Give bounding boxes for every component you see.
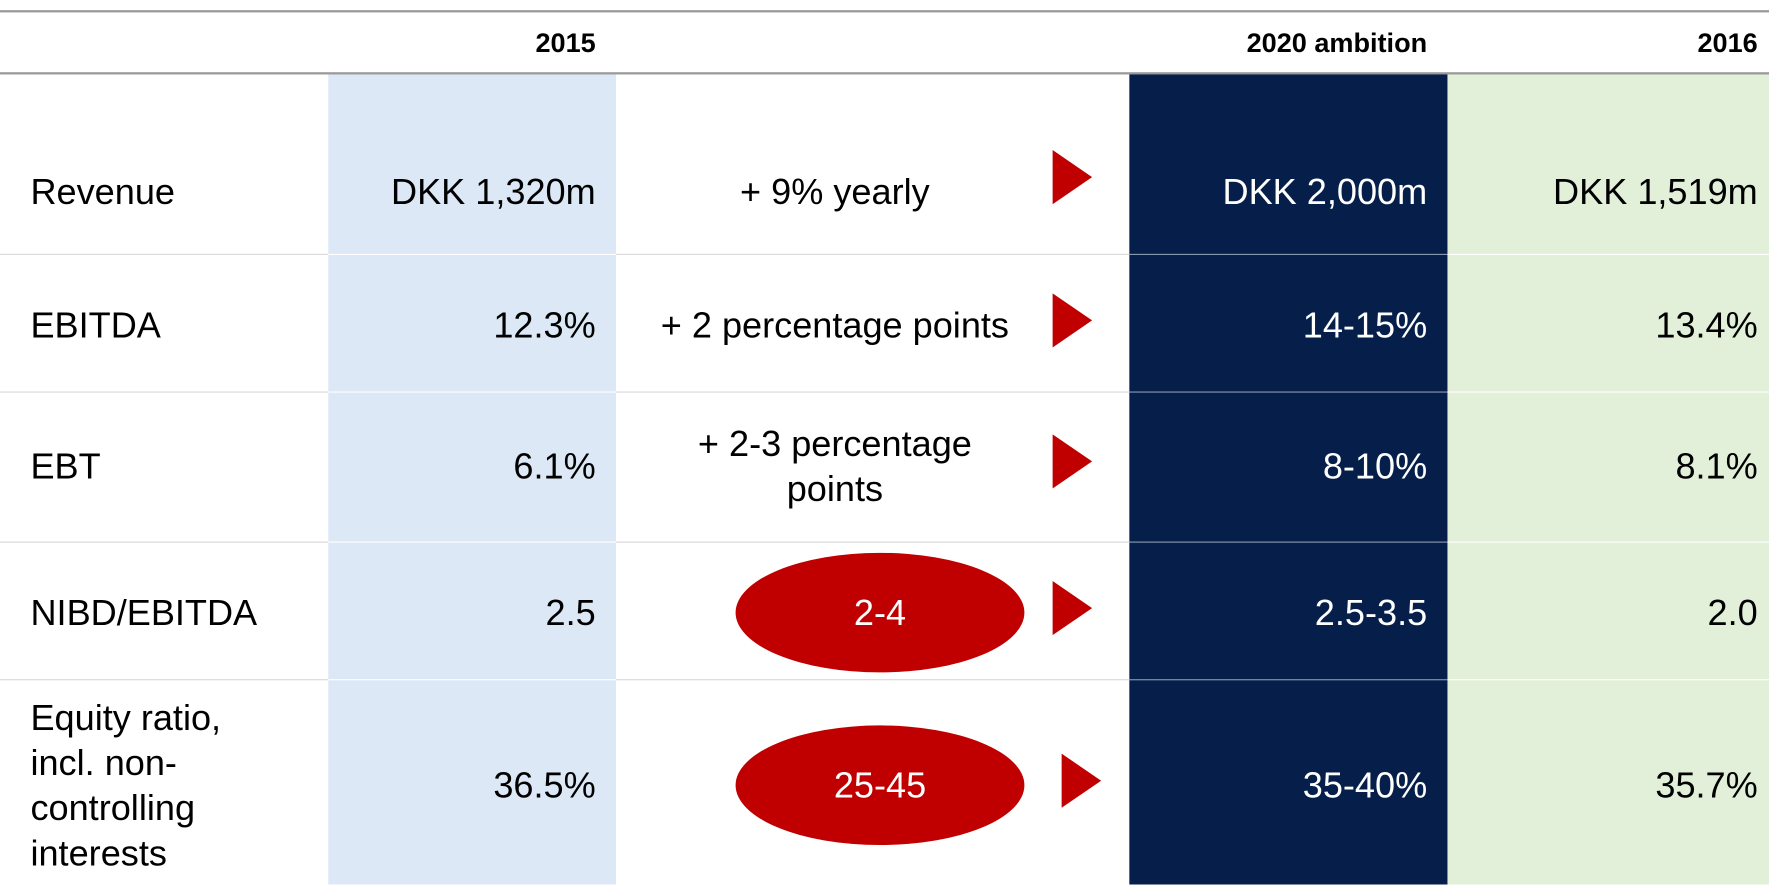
base-value: DKK 1,320m <box>391 171 596 213</box>
row-rule <box>615 253 1130 255</box>
base-value: 36.5% <box>493 764 596 806</box>
target-value: 8-10% <box>1322 445 1428 487</box>
actual-value: 2.0 <box>1707 592 1758 633</box>
header-rule <box>0 72 1769 75</box>
change-value: 25-45 <box>833 764 927 806</box>
row-label: Equity ratio, incl. non-controlling inte… <box>30 697 222 874</box>
row-rule <box>615 679 1130 681</box>
column-header: 2020 ambition <box>1246 28 1428 59</box>
row-rule <box>1447 541 1769 543</box>
row-rule <box>328 391 616 393</box>
target-value: DKK 2,000m <box>1222 171 1428 213</box>
row-rule <box>1447 679 1769 681</box>
target-value: 14-15% <box>1302 304 1428 346</box>
row-rule <box>1129 391 1448 393</box>
top-rule <box>0 10 1769 13</box>
target-value: 35-40% <box>1302 764 1428 806</box>
arrow <box>1061 753 1102 808</box>
row-label: EBITDA <box>30 304 161 346</box>
base-value: 2.5 <box>545 592 596 633</box>
col-ambition-bg <box>1129 73 1448 885</box>
row-label: NIBD/EBITDA <box>30 592 258 633</box>
target-value: 2.5-3.5 <box>1314 592 1428 633</box>
row-rule <box>328 253 616 255</box>
row-rule <box>0 391 329 393</box>
actual-value: 8.1% <box>1675 445 1758 487</box>
arrow <box>1052 581 1093 636</box>
actual-value: DKK 1,519m <box>1553 171 1758 213</box>
column-header: 2016 <box>1697 28 1758 59</box>
row-rule <box>1447 391 1769 393</box>
arrow <box>1052 293 1093 348</box>
column-header: 2015 <box>535 28 596 59</box>
highlight-ellipse <box>735 725 1025 846</box>
change-value: + 2 percentage points <box>660 304 1009 346</box>
row-label: EBT <box>30 445 101 487</box>
row-rule <box>1129 253 1448 255</box>
row-rule <box>1447 253 1769 255</box>
row-rule <box>615 541 1130 543</box>
change-value: + 2-3 percentage points <box>697 423 972 509</box>
row-rule <box>0 253 329 255</box>
row-rule <box>328 679 616 681</box>
arrow <box>1052 434 1093 489</box>
row-rule <box>1129 679 1448 681</box>
col-2016-bg <box>1447 73 1769 885</box>
change-value: 2-4 <box>853 592 907 633</box>
row-rule <box>0 679 329 681</box>
row-rule <box>1129 541 1448 543</box>
col-2015-bg <box>328 73 616 885</box>
row-rule <box>328 541 616 543</box>
base-value: 12.3% <box>493 304 596 346</box>
change-value: + 9% yearly <box>740 171 930 213</box>
actual-value: 35.7% <box>1655 764 1758 806</box>
row-rule <box>615 391 1130 393</box>
highlight-ellipse <box>735 552 1025 673</box>
arrow <box>1052 150 1093 205</box>
base-value: 6.1% <box>513 445 596 487</box>
row-rule <box>0 541 329 543</box>
actual-value: 13.4% <box>1655 304 1758 346</box>
row-label: Revenue <box>30 171 175 213</box>
